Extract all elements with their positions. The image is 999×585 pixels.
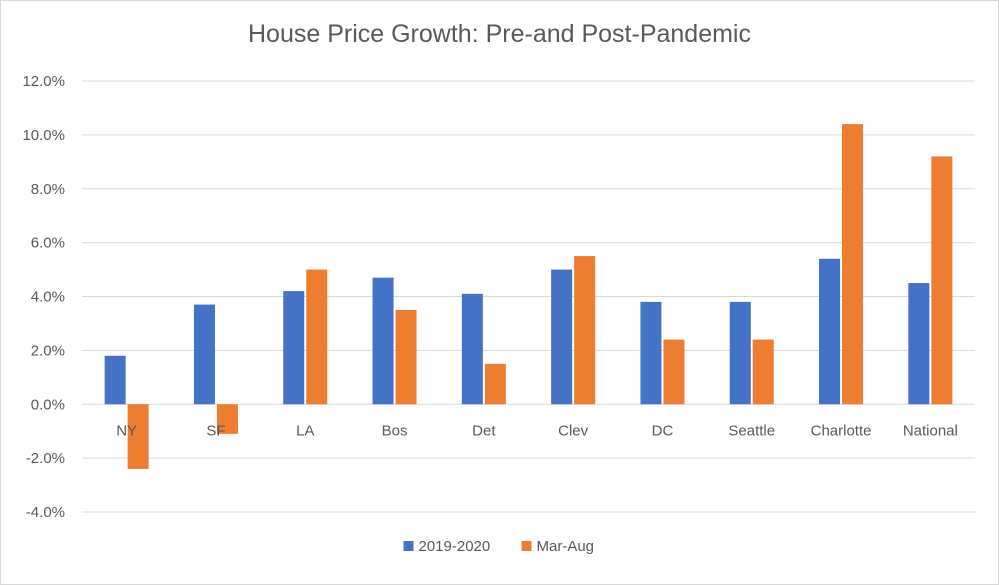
bar-mar-aug-charlotte [842, 124, 864, 405]
y-tick-label: 4.0% [31, 289, 65, 306]
legend-swatch [521, 541, 532, 551]
bar-2019-2020-ny [104, 355, 126, 405]
bar-mar-aug-bos [395, 309, 417, 405]
x-tick-label: NY [116, 422, 137, 439]
y-tick-label: -4.0% [26, 504, 65, 521]
legend-swatch [403, 541, 414, 551]
legend-label: 2019-2020 [419, 538, 491, 555]
y-tick-label: -2.0% [26, 450, 65, 467]
x-tick-label: National [903, 422, 958, 439]
chart-title: House Price Growth: Pre-and Post-Pandemi… [248, 20, 751, 48]
y-tick-label: 8.0% [31, 181, 65, 198]
y-tick-label: 12.0% [22, 73, 65, 90]
y-tick-label: 0.0% [31, 396, 65, 413]
bar-2019-2020-charlotte [819, 258, 841, 405]
bar-2019-2020-la [283, 291, 305, 405]
bar-mar-aug-det [484, 363, 506, 405]
bar-2019-2020-national [908, 283, 930, 405]
x-tick-label: SF [206, 422, 225, 439]
x-tick-label: LA [296, 422, 314, 439]
bar-2019-2020-sf [193, 304, 215, 405]
y-tick-label: 6.0% [31, 235, 65, 252]
bar-mar-aug-national [931, 156, 953, 405]
x-tick-label: Seattle [728, 422, 775, 439]
x-tick-label: Bos [382, 422, 408, 439]
bar-mar-aug-dc [663, 339, 685, 405]
legend-label: Mar-Aug [537, 538, 595, 555]
bar-2019-2020-det [461, 293, 483, 405]
bar-2019-2020-seattle [729, 301, 751, 405]
x-tick-label: DC [652, 422, 674, 439]
bar-mar-aug-seattle [752, 339, 774, 405]
x-tick-label: Clev [558, 422, 589, 439]
bar-mar-aug-clev [574, 256, 596, 405]
bar-2019-2020-bos [372, 277, 394, 405]
bar-2019-2020-dc [640, 301, 662, 405]
y-tick-label: 10.0% [22, 127, 65, 144]
x-tick-label: Charlotte [811, 422, 872, 439]
bar-2019-2020-clev [551, 269, 573, 405]
bar-mar-aug-la [306, 269, 328, 405]
y-tick-label: 2.0% [31, 342, 65, 359]
bar-mar-aug-ny [127, 404, 149, 469]
x-tick-label: Det [472, 422, 496, 439]
bar-mar-aug-sf [216, 404, 238, 434]
